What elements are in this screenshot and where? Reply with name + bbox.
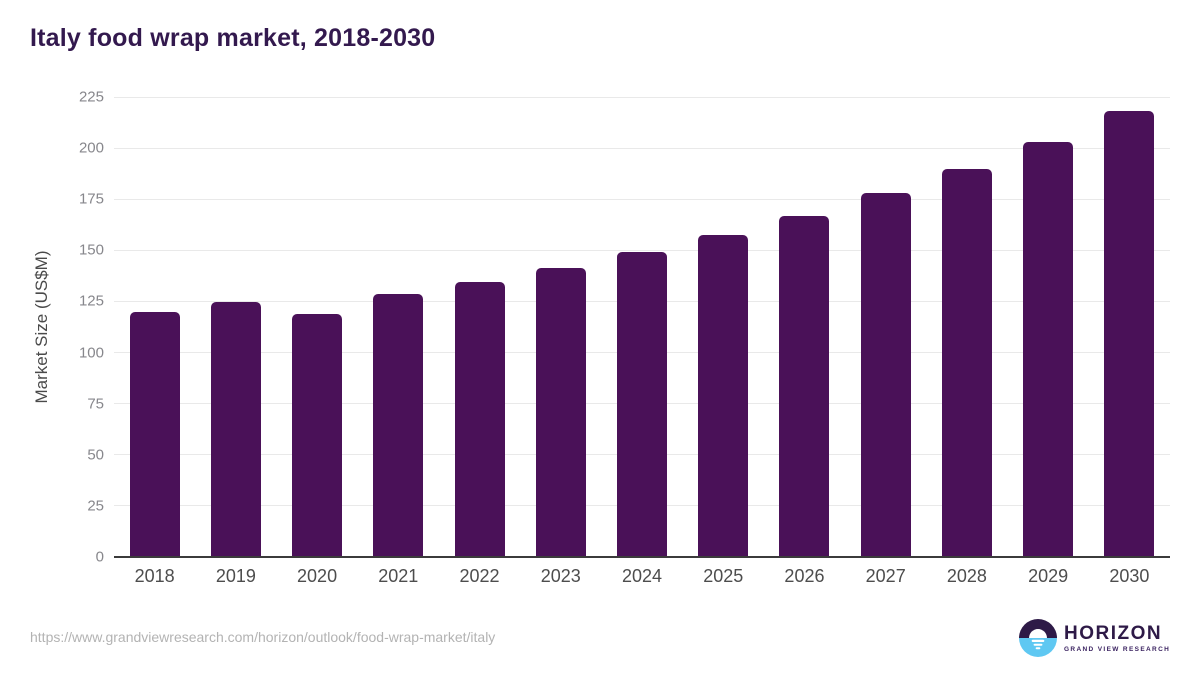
y-tick-label: 175: [78, 190, 104, 208]
chart-title: Italy food wrap market, 2018-2030: [30, 24, 436, 52]
bar-2023: [535, 268, 586, 557]
x-axis-line: [114, 556, 1170, 558]
bar-2026: [779, 215, 830, 557]
bar-2029: [1023, 141, 1074, 557]
gridline: [114, 249, 1170, 251]
bar-2018: [129, 311, 180, 557]
y-tick-label: 125: [78, 292, 104, 310]
y-tick-label: 150: [78, 241, 104, 259]
x-tick-label: 2029: [1028, 566, 1069, 586]
horizon-logo-name: HORIZON: [1064, 622, 1163, 644]
bar-2022: [454, 282, 505, 557]
horizon-logo-text: HORIZON GRAND VIEW RESEARCH: [1064, 624, 1170, 653]
y-tick-label: 75: [87, 395, 104, 413]
x-tick-label: 2019: [215, 566, 256, 586]
bar-2030: [1104, 110, 1155, 557]
gridline: [114, 147, 1170, 149]
horizon-logo-subtitle: GRAND VIEW RESEARCH: [1064, 645, 1171, 653]
horizon-sun-circle-icon: [1019, 619, 1057, 657]
y-tick-label: 25: [87, 497, 104, 515]
y-tick-label: 225: [78, 88, 104, 106]
x-tick-label: 2025: [703, 566, 744, 586]
horizon-logo: HORIZON GRAND VIEW RESEARCH: [1019, 619, 1170, 657]
gridline: [114, 96, 1170, 98]
x-tick-label: 2026: [784, 566, 825, 586]
y-tick-label: 50: [87, 446, 104, 464]
bar-2019: [210, 302, 261, 557]
x-tick-label: 2023: [540, 566, 581, 586]
bar-2024: [617, 251, 667, 557]
x-tick-label: 2024: [621, 566, 663, 586]
x-tick-label: 2018: [134, 566, 175, 586]
x-tick-label: 2020: [297, 566, 338, 586]
x-tick-label: 2021: [378, 566, 419, 586]
bar-2028: [941, 169, 992, 557]
x-tick-label: 2030: [1109, 566, 1150, 586]
bar-2027: [860, 193, 911, 557]
bar-2020: [292, 313, 343, 557]
y-tick-label: 100: [78, 344, 104, 362]
bar-2025: [698, 235, 749, 557]
x-tick-label: 2022: [459, 566, 500, 586]
y-tick-label: 0: [95, 548, 104, 566]
y-tick-label: 200: [78, 139, 104, 157]
x-tick-label: 2027: [865, 566, 906, 586]
plot-area: [114, 96, 1170, 558]
x-axis-tick-labels: 2018 2019 2020 2021 2022 2023 2024 2025 2026 2027…: [114, 566, 1170, 594]
source-url-text: https://www.grandviewresearch.com/horizo…: [30, 629, 496, 645]
x-tick-label: 2028: [946, 566, 987, 586]
gridline: [114, 198, 1170, 200]
y-axis-tick-labels: 0 25 50 75 100 125 150 175 200 225: [0, 89, 104, 566]
bar-2021: [373, 293, 424, 557]
